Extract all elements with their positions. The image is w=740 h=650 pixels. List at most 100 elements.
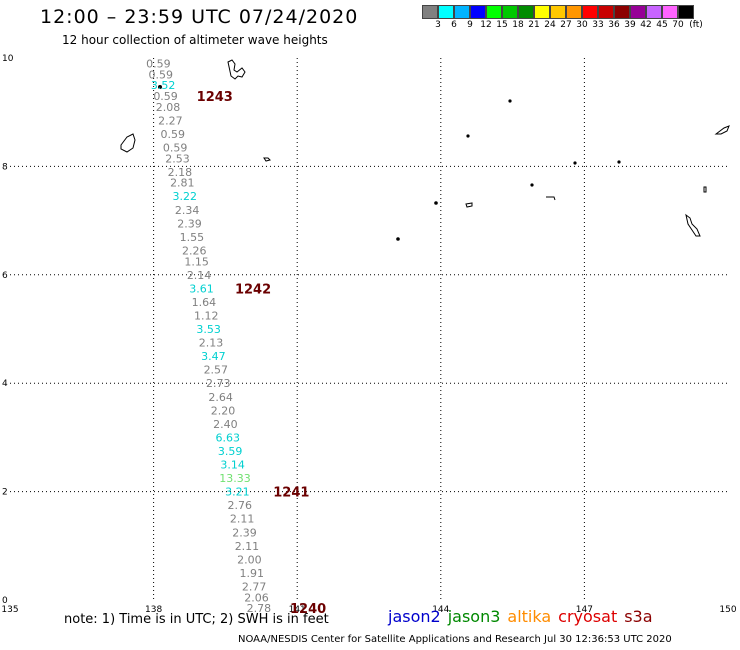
legend-swatch xyxy=(550,5,566,19)
swh-value: 3.52 xyxy=(151,79,176,92)
island-dot xyxy=(508,99,512,103)
lat-lon-grid xyxy=(10,58,728,600)
map-subtitle: 12 hour collection of altimeter wave hei… xyxy=(62,33,328,47)
legend-swatch xyxy=(566,5,582,19)
swh-value: 3.14 xyxy=(220,459,245,472)
swh-value: 2.11 xyxy=(235,540,260,553)
legend-swatch xyxy=(598,5,614,19)
swh-value: 2.40 xyxy=(213,418,238,431)
legend-label: (ft) xyxy=(689,20,703,30)
legend-swatch xyxy=(454,5,470,19)
swh-value: 2.13 xyxy=(199,337,224,350)
x-tick-label: 138 xyxy=(145,605,162,615)
y-tick-label: 4 xyxy=(2,379,8,389)
island-outline xyxy=(703,186,707,193)
swh-value: 2.39 xyxy=(177,217,202,230)
legend-swatch xyxy=(486,5,502,19)
satellite-name: altika xyxy=(507,607,552,626)
legend-label: 36 xyxy=(608,20,620,30)
island-dots xyxy=(158,85,621,241)
island-dot xyxy=(617,160,621,164)
coastline xyxy=(120,59,730,237)
swh-value: 0.59 xyxy=(153,90,178,103)
y-tick-label: 6 xyxy=(2,271,8,281)
swh-track: 0.590.593.520.592.082.270.590.592.532.18… xyxy=(146,57,271,615)
swh-value: 1.64 xyxy=(192,296,217,309)
swh-value: 2.06 xyxy=(244,591,269,604)
swh-value: 3.59 xyxy=(218,445,243,458)
x-tick-label: 150 xyxy=(719,605,736,615)
legend-swatch xyxy=(534,5,550,19)
island-outline xyxy=(263,157,271,162)
swh-value: 13.33 xyxy=(219,472,251,485)
legend-label: 30 xyxy=(576,20,588,30)
legend-label: 39 xyxy=(624,20,636,30)
swh-value: 2.34 xyxy=(175,204,200,217)
swh-value: 3.21 xyxy=(225,486,250,499)
footer-note: note: 1) Time is in UTC; 2) SWH is in fe… xyxy=(64,612,329,627)
satellite-list: jason2 jason3 altika cryosat s3a xyxy=(388,607,660,626)
legend-swatch xyxy=(678,5,694,19)
legend-label: 15 xyxy=(496,20,508,30)
legend-swatch xyxy=(518,5,534,19)
y-tick-label: 2 xyxy=(2,488,8,498)
pass-number: 1241 xyxy=(273,486,309,501)
legend-swatch xyxy=(422,5,438,19)
swh-value: 2.08 xyxy=(156,101,181,114)
swh-value: 2.14 xyxy=(187,269,212,282)
island-outline xyxy=(685,213,701,237)
swh-value: 2.57 xyxy=(204,364,229,377)
island-outline xyxy=(546,196,556,201)
swh-value: 0.59 xyxy=(146,57,171,70)
x-tick-label: 135 xyxy=(1,605,18,615)
legend-swatch xyxy=(502,5,518,19)
y-tick-label: 0 xyxy=(2,596,8,606)
axis-ticks: 135 138 141 144 147 150 10 8 6 4 2 0 xyxy=(1,54,736,615)
legend-label: 6 xyxy=(451,20,457,30)
swh-value: 6.63 xyxy=(216,431,241,444)
swh-value: 2.53 xyxy=(165,152,190,165)
island-outline xyxy=(120,133,136,153)
swh-value: 2.26 xyxy=(182,244,207,257)
legend-label: 3 xyxy=(435,20,441,30)
legend-label: 18 xyxy=(512,20,524,30)
swh-value: 2.11 xyxy=(230,513,255,526)
swh-value: 2.78 xyxy=(247,602,272,615)
swh-value: 1.91 xyxy=(239,567,264,580)
swh-value: 2.00 xyxy=(237,553,262,566)
y-tick-label: 10 xyxy=(2,54,14,64)
swh-value: 2.81 xyxy=(170,177,195,190)
legend-swatch xyxy=(614,5,630,19)
legend-swatch xyxy=(646,5,662,19)
swh-value: 1.15 xyxy=(184,255,209,268)
swh-value: 3.53 xyxy=(196,323,221,336)
swh-value: 3.22 xyxy=(172,190,197,203)
island-dot xyxy=(434,201,438,205)
pass-number: 1243 xyxy=(197,90,233,105)
legend-swatch xyxy=(438,5,454,19)
swh-value: 2.18 xyxy=(168,166,193,179)
x-tick-label: 147 xyxy=(576,605,593,615)
legend-label: 24 xyxy=(544,20,556,30)
swh-value: 1.12 xyxy=(194,309,219,322)
legend-swatch xyxy=(470,5,486,19)
swh-value: 2.64 xyxy=(208,391,233,404)
swh-value: 2.39 xyxy=(232,526,257,539)
legend-labels: 3 6 9 12 15 18 21 24 27 30 33 36 39 42 45 70 (ft) xyxy=(422,19,703,31)
island-outline xyxy=(227,59,246,80)
pass-labels: 1243 1242 1241 1240 xyxy=(197,90,327,617)
island-dot xyxy=(158,85,162,89)
x-tick-label: 141 xyxy=(289,605,306,615)
island-outline xyxy=(714,125,730,135)
legend-swatches xyxy=(422,5,694,19)
swh-value: 3.47 xyxy=(201,350,226,363)
swh-value: 2.20 xyxy=(211,404,236,417)
legend-label: 12 xyxy=(480,20,492,30)
swh-value: 1.55 xyxy=(180,231,205,244)
swh-value: 0.59 xyxy=(163,141,188,154)
island-outline xyxy=(465,202,473,208)
island-dot xyxy=(530,183,534,187)
island-dot xyxy=(466,134,470,138)
legend-label: 9 xyxy=(467,20,473,30)
pass-number: 1240 xyxy=(290,602,326,617)
